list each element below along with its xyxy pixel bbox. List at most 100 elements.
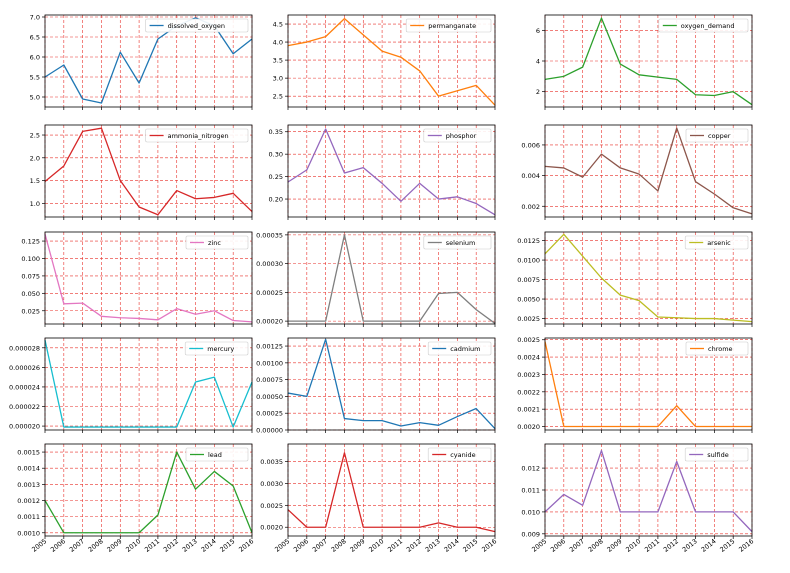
y-tick-label: 0.000026 — [9, 364, 40, 372]
data-point — [638, 425, 640, 427]
legend: sulfide — [684, 447, 749, 462]
y-tick-label: 0.0021 — [517, 406, 540, 414]
subplot-copper: 0.002 0.004 0.006 copper — [521, 124, 753, 220]
data-point — [563, 233, 565, 235]
data-point — [657, 190, 659, 192]
y-tick-label: 0.000022 — [9, 403, 40, 411]
data-point — [437, 522, 439, 524]
data-point — [306, 320, 308, 322]
legend: lead — [185, 447, 249, 462]
plot-frame — [544, 231, 753, 325]
legend-label: chrome — [708, 345, 733, 353]
data-point — [157, 214, 159, 216]
y-tick-label: 0.00025 — [256, 410, 283, 418]
y-tick-label: 0.002 — [521, 203, 540, 211]
x-tick-label: 2007 — [311, 537, 329, 553]
y-tick-label: 0.25 — [269, 173, 283, 181]
y-tick-label: 1.5 — [30, 177, 40, 185]
legend-box — [685, 128, 749, 143]
subplot-mercury: 0.000020 0.000022 0.000024 0.000026 0.000028… — [9, 337, 253, 433]
legend-box — [684, 235, 749, 250]
series-line-phosphor — [287, 128, 496, 216]
y-tick-label: 0.006 — [521, 141, 540, 149]
legend-box — [423, 128, 492, 143]
subplot-permanganate: 2.5 3.0 3.5 4.0 4.5 permanganate — [273, 14, 496, 110]
data-point — [81, 426, 83, 428]
data-point — [638, 74, 640, 76]
plot-frame — [44, 14, 253, 108]
data-point — [381, 526, 383, 528]
data-point — [100, 426, 102, 428]
x-tick-label: 2011 — [143, 537, 161, 553]
data-point — [81, 130, 83, 132]
x-tick-label: 2010 — [624, 537, 642, 553]
y-tick-label: 4 — [536, 58, 540, 66]
data-point — [676, 460, 678, 462]
data-point — [475, 407, 477, 409]
x-tick-label: 2010 — [367, 537, 385, 553]
x-tick-label: 2005 — [30, 537, 48, 553]
y-tick-label: 0.00025 — [256, 289, 283, 297]
data-point — [119, 51, 121, 53]
data-point — [362, 419, 364, 421]
x-tick-label: 2007 — [568, 537, 586, 553]
data-point — [63, 303, 65, 305]
legend-label: dissolved_oxygen — [168, 22, 225, 30]
data-point — [437, 95, 439, 97]
data-point — [475, 308, 477, 310]
data-point — [713, 511, 715, 513]
x-tick-label: 2016 — [737, 537, 755, 553]
subplot-dissolved_oxygen: 5.0 5.5 6.0 6.5 7.0 dissolved_oxygen — [30, 14, 253, 110]
data-point — [324, 338, 326, 340]
data-point — [63, 165, 65, 167]
data-point — [343, 452, 345, 454]
data-point — [657, 316, 659, 318]
y-tick-label: 2.0 — [30, 154, 40, 162]
y-tick-label: 0.00125 — [256, 343, 283, 351]
legend: cadmium — [427, 341, 492, 356]
plot-frame — [287, 124, 496, 218]
data-point — [306, 41, 308, 43]
data-point — [713, 94, 715, 96]
y-tick-label: 0.025 — [21, 307, 40, 315]
plot-frame — [287, 443, 496, 537]
legend: oxygen_demand — [658, 18, 749, 33]
y-tick-label: 0.050 — [21, 290, 40, 298]
y-tick-label: 0.004 — [521, 172, 540, 180]
data-point — [456, 90, 458, 92]
data-point — [232, 53, 234, 55]
legend-label: lead — [208, 451, 222, 459]
data-point — [324, 320, 326, 322]
legend: mercury — [184, 341, 249, 356]
data-point — [563, 75, 565, 77]
data-point — [176, 451, 178, 453]
legend-box — [685, 341, 749, 356]
data-point — [194, 488, 196, 490]
data-point — [306, 395, 308, 397]
y-tick-label: 1.0 — [30, 200, 40, 208]
y-tick-label: 0.00035 — [256, 231, 283, 239]
y-tick-label: 0.0011 — [17, 513, 40, 521]
legend-label: oxygen_demand — [681, 22, 735, 30]
x-tick-label: 2012 — [662, 537, 680, 553]
x-tick-label: 2014 — [200, 537, 218, 553]
subplot-oxygen_demand: 2 4 6 oxygen_demand — [536, 14, 753, 110]
data-point — [619, 511, 621, 513]
data-point — [81, 302, 83, 304]
y-tick-label: 0.0012 — [17, 497, 40, 505]
series-line-sulfide — [544, 449, 753, 533]
data-point — [638, 299, 640, 301]
y-tick-label: 6.5 — [30, 34, 40, 42]
data-point — [306, 169, 308, 171]
data-point — [657, 425, 659, 427]
data-point — [119, 426, 121, 428]
legend-box — [185, 235, 249, 250]
y-tick-label: 0.0020 — [260, 524, 283, 532]
data-point — [362, 526, 364, 528]
data-point — [456, 291, 458, 293]
data-point — [362, 320, 364, 322]
x-tick-label: 2005 — [273, 537, 291, 553]
legend-box — [145, 18, 249, 33]
data-point — [676, 78, 678, 80]
